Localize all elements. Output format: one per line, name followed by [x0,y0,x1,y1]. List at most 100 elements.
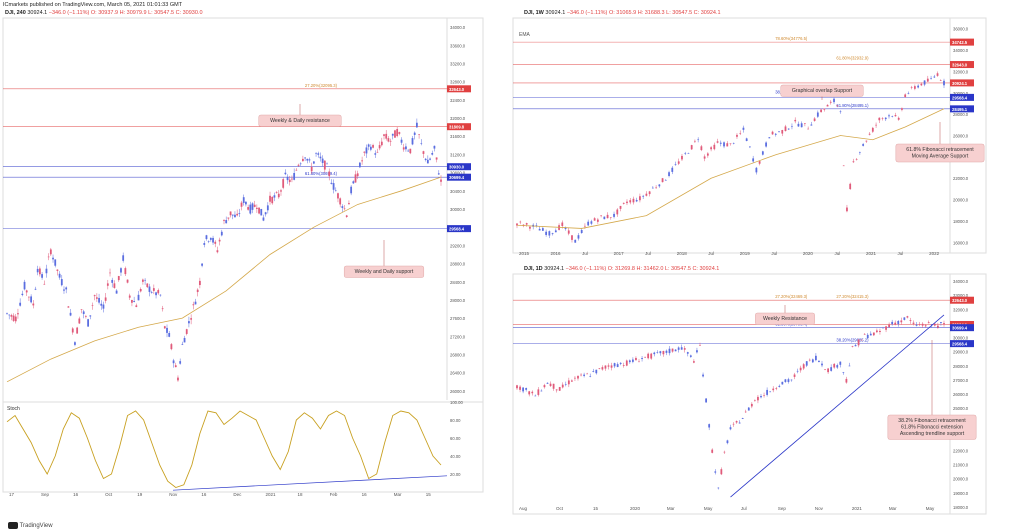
x-tick-label: 16 [201,492,207,497]
candle-body [708,424,711,428]
candle-body [641,358,643,360]
candle-body [552,383,555,389]
candle-body [888,324,890,328]
candle-body [6,313,8,314]
candle-body [655,187,657,189]
candle-body [337,193,339,199]
y-tick-label: 30400.0 [450,189,466,194]
candle-body [628,360,631,363]
x-tick-label: Sep [778,506,787,511]
candle-body [194,301,197,305]
price-tag [447,85,471,93]
candle-body [726,440,729,444]
x-tick-label: Mar [889,506,897,511]
candle-body [161,308,164,310]
candle-body [690,145,693,150]
candle-body [910,87,913,88]
candle-body [671,167,674,172]
annotation-text: Graphical overlap Support [792,88,853,94]
candle-body [141,279,144,282]
candle-body [598,368,601,369]
candle-body [839,361,842,365]
candle-body [804,123,806,124]
stoch-label: Stoch [7,406,20,412]
candle-body [849,183,852,190]
candle-body [564,227,567,230]
candle-body [522,387,524,392]
candle-body [913,86,916,89]
candle-body [723,451,726,453]
x-tick-label: Aug [519,506,528,511]
price-tag-label: 32643.0 [952,298,968,303]
candle-body [638,361,640,363]
price-tag [950,340,974,348]
candle-body [17,313,19,315]
candle-body [839,111,842,113]
candle-body [596,219,599,222]
y-tick-label: 20000.0 [953,477,969,482]
weekly-chart-title: DJI, 1W 30924.1 −346.0 (−1.11%) O: 31065… [524,10,721,16]
candle-body [78,318,81,324]
y-tick-label: 32000.0 [953,69,969,74]
stoch-tick-label: 40.00 [450,454,461,459]
candle-body [901,108,903,110]
candle-body [23,281,26,290]
candle-body [516,385,518,389]
candle-body [683,348,686,350]
y-tick-label: 22000.0 [953,448,969,453]
candle-body [775,388,778,389]
candle-body [170,344,173,350]
candle-body [862,144,865,146]
candle-body [245,201,247,205]
candle-body [580,374,582,376]
candle-body [610,365,613,368]
candle-body [833,98,835,103]
candle-body [437,173,440,175]
candle-body [778,131,780,132]
candle-body [784,126,787,132]
candle-body [34,288,37,290]
stoch-tick-label: 20.00 [450,472,461,477]
candle-body [632,359,634,362]
candle-body [152,288,155,291]
candle-body [787,128,790,130]
price-tag [950,105,974,113]
candle-body [328,171,331,177]
candle-body [881,118,884,119]
candle-body [376,151,379,153]
candle-body [567,230,570,234]
tradingview-logo-icon [8,521,18,529]
y-tick-label: 26800.0 [450,353,466,358]
candle-body [739,133,742,134]
candle-body [218,239,221,242]
candle-body [545,231,548,235]
candle-body [407,150,410,152]
candle-body [736,134,738,137]
candle-body [8,314,11,316]
candle-body [574,377,576,379]
candle-body [317,153,320,155]
candle-body [139,289,142,292]
fib-label: 61.80%(30699.4) [305,171,338,176]
candle-body [45,268,48,274]
candle-body [185,329,188,334]
candle-body [82,311,85,315]
candle-body [903,317,906,320]
candle-body [774,133,777,135]
candle-body [644,356,646,358]
candle-body [674,349,677,352]
candle-body [519,221,522,223]
candle-body [350,186,353,194]
x-tick-label: Jul [898,251,904,256]
candle-body [418,134,420,135]
candle-body [345,215,348,217]
candle-body [842,372,845,373]
candle-body [409,148,412,154]
candle-body [25,290,28,293]
candle-body [163,326,166,329]
x-tick-label: Jul [645,251,651,256]
candle-body [102,304,105,309]
candle-body [726,143,729,147]
candle-body [431,152,434,155]
candle-body [181,343,184,345]
